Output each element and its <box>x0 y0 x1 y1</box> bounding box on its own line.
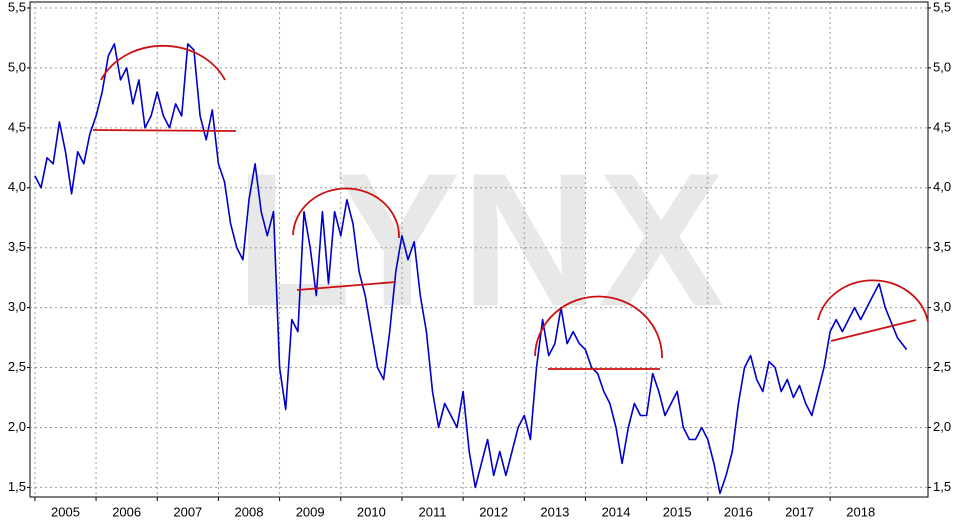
x-tick-label: 2006 <box>112 504 141 519</box>
watermark: LYNX <box>235 134 724 346</box>
annotation-arc <box>100 44 226 81</box>
plot-frame <box>29 1 929 498</box>
y2-tick-label: 2,0 <box>933 419 951 434</box>
x-tick-label: 2009 <box>296 504 325 519</box>
y2-tick-label: 4,5 <box>933 119 951 134</box>
y-tick-label: 4,5 <box>8 119 26 134</box>
y2-tick-label: 5,0 <box>933 59 951 74</box>
x-tick-label: 2007 <box>173 504 202 519</box>
y2-tick-label: 5,5 <box>933 0 951 14</box>
data-line <box>34 43 908 495</box>
y2-tick-label: 1,5 <box>933 479 951 494</box>
annotation-line <box>830 319 917 342</box>
y2-tick-label: 2,5 <box>933 359 951 374</box>
y2-tick-label: 3,0 <box>933 299 951 314</box>
y-tick-label: 3,5 <box>8 239 26 254</box>
x-tick-label: 2011 <box>419 504 447 519</box>
y2-tick-label: 3,5 <box>933 239 951 254</box>
x-tick-label: 2012 <box>479 504 508 519</box>
annotation-arc <box>292 187 400 239</box>
x-tick-label: 2015 <box>663 504 692 519</box>
y-tick-label: 4,0 <box>8 179 26 194</box>
y-tick-label: 2,5 <box>8 359 26 374</box>
x-tick-label: 2005 <box>51 504 80 519</box>
x-tick-label: 2018 <box>846 504 875 519</box>
annotation-line <box>92 129 237 132</box>
annotation-line <box>296 281 397 291</box>
y-tick-label: 1,5 <box>8 479 26 494</box>
annotation-arc <box>534 295 663 359</box>
x-tick-label: 2016 <box>724 504 753 519</box>
x-tick-label: 2017 <box>785 504 814 519</box>
y2-tick-label: 4,0 <box>933 179 951 194</box>
annotation-arc <box>817 279 929 323</box>
y-tick-label: 5,0 <box>8 59 26 74</box>
x-tick-label: 2010 <box>357 504 386 519</box>
y-tick-label: 3,0 <box>8 299 26 314</box>
x-tick-label: 2008 <box>235 504 264 519</box>
x-tick-label: 2014 <box>602 504 631 519</box>
y-tick-label: 2,0 <box>8 419 26 434</box>
y-tick-label: 5,5 <box>8 0 26 14</box>
x-tick-label: 2013 <box>540 504 569 519</box>
